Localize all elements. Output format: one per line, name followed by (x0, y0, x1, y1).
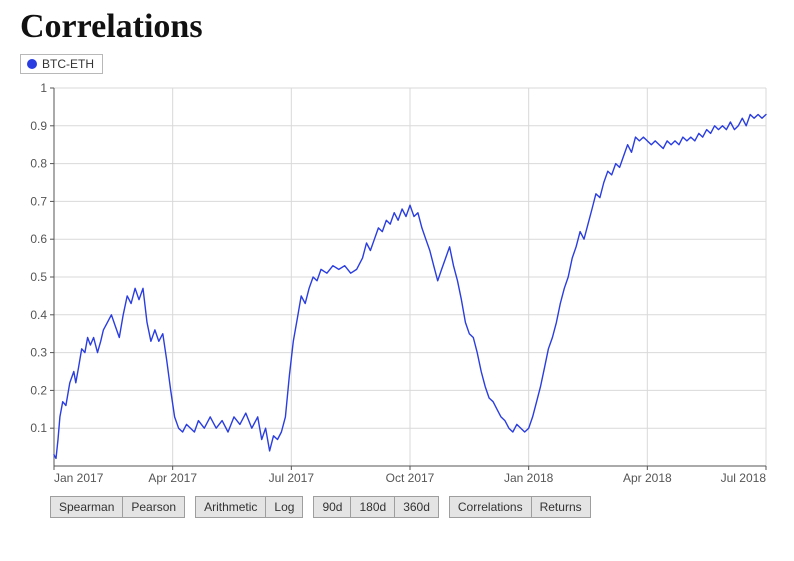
x-tick-label: Oct 2017 (386, 471, 435, 485)
legend-dot-icon (27, 59, 37, 69)
y-tick-label: 1 (40, 81, 47, 95)
y-tick-label: 0.2 (30, 383, 47, 397)
y-tick-label: 0.1 (30, 421, 47, 435)
correlation-method-spearman-button[interactable]: Spearman (50, 496, 123, 518)
x-tick-label: Apr 2017 (148, 471, 197, 485)
control-group-correlation-method: SpearmanPearson (50, 496, 185, 518)
window-90d-button[interactable]: 90d (313, 496, 351, 518)
controls: SpearmanPearson ArithmeticLog 90d180d360d C… (50, 496, 774, 518)
view-correlations-button[interactable]: Correlations (449, 496, 532, 518)
view-returns-button[interactable]: Returns (532, 496, 591, 518)
page-title: Correlations (20, 8, 774, 46)
correlation-method-pearson-button[interactable]: Pearson (123, 496, 185, 518)
price-scale-arithmetic-button[interactable]: Arithmetic (195, 496, 266, 518)
x-tick-label: Jan 2018 (504, 471, 554, 485)
y-tick-label: 0.5 (30, 270, 47, 284)
y-tick-label: 0.9 (30, 119, 47, 133)
chart: 0.1 0.2 0.3 0.4 0.5 0.6 0.7 0.8 0.9 1 Jan 2017 Apr … (20, 80, 774, 490)
window-360d-button[interactable]: 360d (395, 496, 439, 518)
y-tick-label: 0.7 (30, 194, 47, 208)
x-tick-label: Apr 2018 (623, 471, 672, 485)
y-tick-label: 0.6 (30, 232, 47, 246)
y-tick-label: 0.4 (30, 308, 47, 322)
control-group-window: 90d180d360d (313, 496, 438, 518)
x-tick-label: Jan 2017 (54, 471, 104, 485)
price-scale-log-button[interactable]: Log (266, 496, 303, 518)
control-group-price-scale: ArithmeticLog (195, 496, 303, 518)
window-180d-button[interactable]: 180d (351, 496, 395, 518)
y-tick-label: 0.3 (30, 346, 47, 360)
x-tick-label: Jul 2018 (721, 471, 767, 485)
legend[interactable]: BTC-ETH (20, 54, 103, 74)
x-tick-label: Jul 2017 (269, 471, 315, 485)
legend-label: BTC-ETH (42, 57, 94, 71)
y-tick-label: 0.8 (30, 157, 47, 171)
page: Correlations BTC-ETH 0.10.20.30.40.50.60… (0, 8, 794, 561)
control-group-view: CorrelationsReturns (449, 496, 591, 518)
chart-svg: 0.1 0.2 0.3 0.4 0.5 0.6 0.7 0.8 0.9 1 Jan 2017 Apr … (20, 80, 774, 490)
